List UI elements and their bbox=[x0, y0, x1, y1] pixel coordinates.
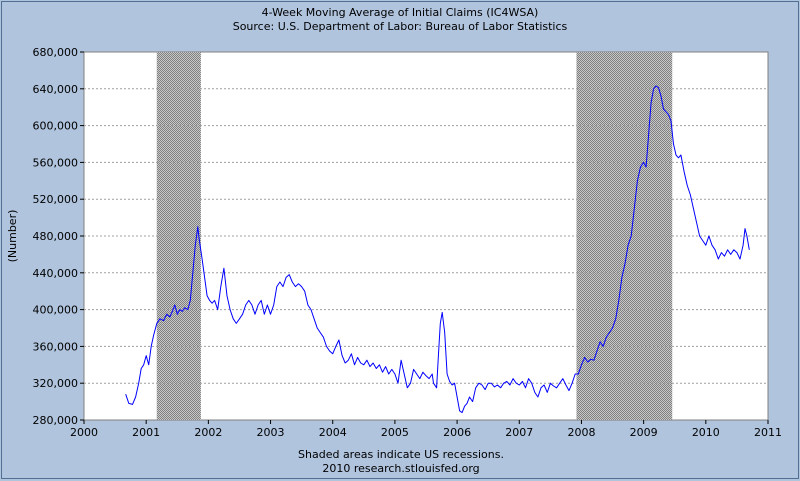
x-tick-label: 2011 bbox=[754, 426, 782, 439]
y-tick-label: 520,000 bbox=[33, 193, 79, 206]
y-tick-label: 280,000 bbox=[33, 414, 79, 427]
y-axis-label: (Number) bbox=[6, 210, 19, 263]
y-tick-label: 440,000 bbox=[33, 267, 79, 280]
footnote: Shaded areas indicate US recessions. bbox=[298, 448, 504, 461]
x-tick-label: 2004 bbox=[319, 426, 347, 439]
chart-subtitle: Source: U.S. Department of Labor: Bureau… bbox=[232, 20, 568, 33]
x-tick-label: 2006 bbox=[443, 426, 471, 439]
x-tick-label: 2009 bbox=[630, 426, 658, 439]
y-tick-label: 600,000 bbox=[33, 120, 79, 133]
x-tick-label: 2003 bbox=[257, 426, 285, 439]
gridlines bbox=[84, 88, 768, 384]
x-tick-label: 2002 bbox=[194, 426, 222, 439]
y-tick-label: 400,000 bbox=[33, 304, 79, 317]
x-tick-label: 2007 bbox=[505, 426, 533, 439]
x-tick-label: 2001 bbox=[132, 426, 160, 439]
x-tick-label: 2005 bbox=[381, 426, 409, 439]
y-tick-label: 360,000 bbox=[33, 340, 79, 353]
y-tick-label: 320,000 bbox=[33, 377, 79, 390]
chart-title: 4-Week Moving Average of Initial Claims … bbox=[261, 6, 539, 19]
y-tick-label: 680,000 bbox=[33, 46, 79, 59]
series-line-1 bbox=[125, 85, 750, 414]
x-tick-label: 2010 bbox=[692, 426, 720, 439]
y-tick-label: 560,000 bbox=[33, 156, 79, 169]
y-tick-label: 640,000 bbox=[33, 83, 79, 96]
axes: 280,000 320,000 360,000 400,000 440,000 480,0… bbox=[33, 46, 783, 439]
series-layer bbox=[125, 85, 750, 414]
credit: 2010 research.stlouisfed.org bbox=[322, 462, 479, 475]
x-tick-label: 2008 bbox=[567, 426, 595, 439]
recession-band-1 bbox=[156, 52, 201, 420]
x-tick-label: 2000 bbox=[70, 426, 98, 439]
y-tick-label: 480,000 bbox=[33, 230, 79, 243]
